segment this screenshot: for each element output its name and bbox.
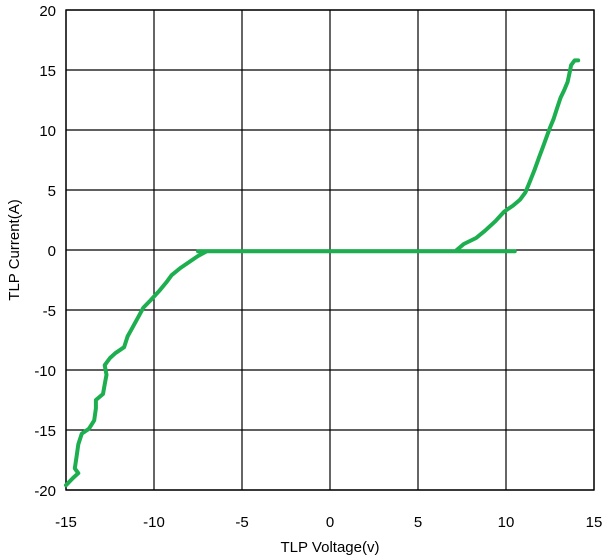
series-layer (64, 58, 581, 488)
y-tick-label: 15 (39, 63, 56, 80)
x-tick-label: -5 (235, 514, 248, 531)
x-tick-labels: -15 -10 -5 0 5 10 15 (55, 514, 602, 531)
x-tick-label: 15 (586, 514, 603, 531)
x-tick-label: 10 (498, 514, 515, 531)
y-tick-label: 5 (48, 183, 56, 200)
y-tick-label: -10 (34, 363, 56, 380)
x-tick-label: -10 (143, 514, 165, 531)
y-tick-label: -20 (34, 483, 56, 500)
plot-frame (65, 9, 595, 491)
x-tick-label: -15 (55, 514, 77, 531)
y-tick-label: -5 (43, 303, 56, 320)
y-axis-label: TLP Current(A) (6, 199, 23, 300)
series-line (64, 58, 581, 488)
x-tick-label: 0 (326, 514, 334, 531)
y-tick-label: 20 (39, 3, 56, 20)
y-tick-label: 10 (39, 123, 56, 140)
x-axis-label: TLP Voltage(v) (281, 539, 380, 556)
y-tick-label: 0 (48, 243, 56, 260)
x-tick-label: 5 (414, 514, 422, 531)
y-tick-label: -15 (34, 423, 56, 440)
y-tick-labels: 20 15 10 5 0 -5 -10 -15 -20 (34, 3, 56, 500)
